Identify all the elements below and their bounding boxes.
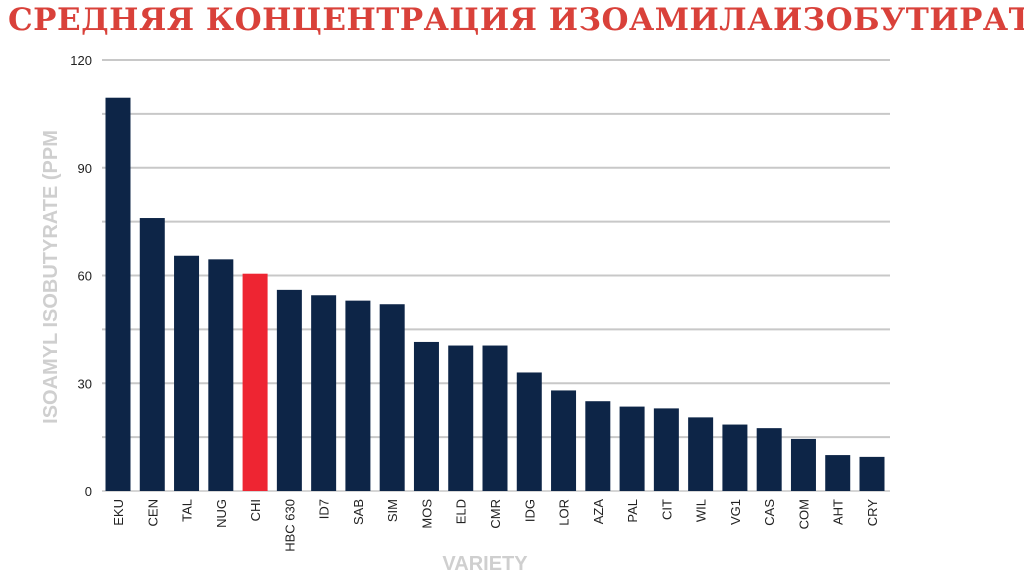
bar-sab bbox=[345, 300, 371, 491]
bar-cry bbox=[859, 456, 885, 491]
x-category-label: CAS bbox=[762, 499, 777, 526]
x-category-label: COM bbox=[796, 499, 811, 529]
y-tick-label: 120 bbox=[70, 53, 92, 68]
x-category-label: LOR bbox=[557, 499, 572, 526]
x-category-label: SIM bbox=[385, 499, 400, 522]
x-category-label: AHT bbox=[831, 499, 846, 525]
x-category-label: EKU bbox=[111, 499, 126, 526]
x-category-label: TAL bbox=[180, 499, 195, 522]
x-category-label: CMR bbox=[488, 499, 503, 529]
bar-cit bbox=[653, 408, 679, 491]
x-axis-title: VARIETY bbox=[442, 553, 528, 575]
bar-eku bbox=[105, 97, 131, 492]
y-axis-title: ISOAMYL ISOBUTYRATE (PPM bbox=[40, 130, 62, 424]
bar-pal bbox=[619, 406, 645, 491]
x-category-label: PAL bbox=[625, 499, 640, 523]
y-axis-ticks: 0 30 60 90 120 bbox=[70, 53, 92, 499]
x-axis-categories: EKU CEN TAL NUG CHI HBC 630 ID7 SAB SIM MOS ELD CMR… bbox=[111, 499, 880, 552]
bar-cmr bbox=[482, 345, 508, 491]
y-tick-label: 30 bbox=[78, 376, 92, 391]
x-category-label: NUG bbox=[214, 499, 229, 528]
bar-id7 bbox=[311, 295, 337, 491]
bar-hbc-630 bbox=[276, 289, 302, 491]
bar-lor bbox=[551, 390, 577, 491]
bar-aza bbox=[585, 401, 611, 491]
x-category-label: MOS bbox=[419, 499, 434, 529]
bar-com bbox=[790, 438, 816, 491]
x-category-label: IDG bbox=[522, 499, 537, 522]
x-category-label: HBC 630 bbox=[282, 499, 297, 552]
chart-title: СРЕДНЯЯ КОНЦЕНТРАЦИЯ ИЗОАМИЛАИЗОБУТИРАТА bbox=[8, 2, 1024, 38]
x-category-label: ID7 bbox=[317, 499, 332, 519]
x-category-label: VG1 bbox=[728, 499, 743, 525]
bar-idg bbox=[516, 372, 542, 491]
x-category-label: CEN bbox=[145, 499, 160, 526]
x-category-label: AZA bbox=[591, 499, 606, 525]
x-category-label: CHI bbox=[248, 499, 263, 521]
x-category-label: CRY bbox=[865, 499, 880, 527]
bar-cen bbox=[139, 218, 165, 492]
bar-tal bbox=[174, 255, 200, 491]
y-tick-label: 60 bbox=[78, 269, 92, 284]
x-category-label: SAB bbox=[351, 499, 366, 525]
bar-cas bbox=[756, 428, 782, 491]
bar-sim bbox=[379, 304, 405, 491]
bar-aht bbox=[825, 455, 851, 491]
bar-nug bbox=[208, 259, 234, 491]
y-tick-label: 90 bbox=[78, 161, 92, 176]
bar-wil bbox=[688, 417, 714, 491]
x-category-label: CIT bbox=[659, 499, 674, 520]
bars bbox=[105, 97, 885, 492]
bar-chi bbox=[242, 273, 268, 491]
bar-vg1 bbox=[722, 424, 748, 491]
y-tick-label: 0 bbox=[85, 484, 92, 499]
bar-mos bbox=[413, 341, 439, 491]
x-category-label: WIL bbox=[694, 499, 709, 522]
x-category-label: ELD bbox=[454, 499, 469, 524]
bar-eld bbox=[448, 345, 474, 491]
